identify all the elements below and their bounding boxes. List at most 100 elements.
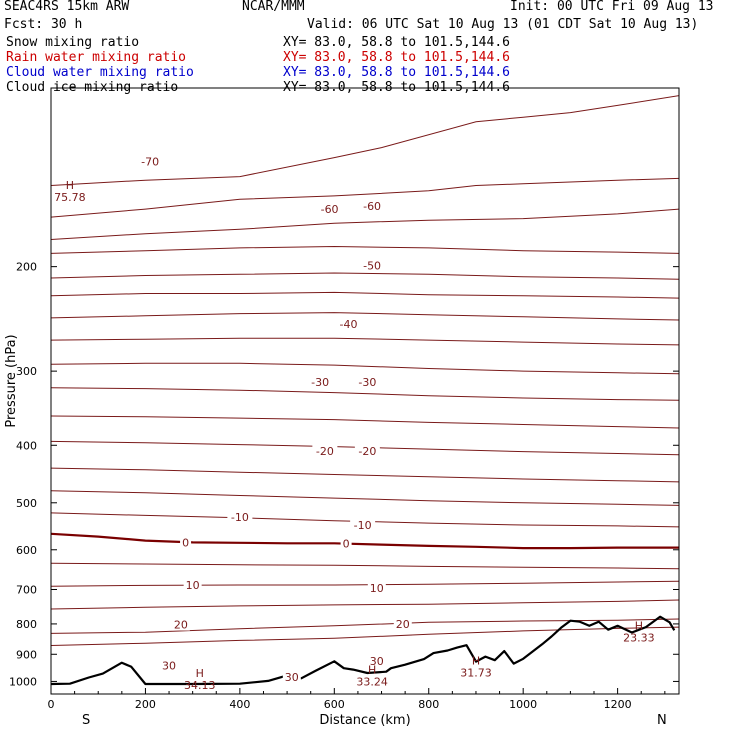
contour-label: 10 xyxy=(370,582,384,595)
contour-label-bg xyxy=(354,445,380,458)
contour-label: -10 xyxy=(231,511,249,524)
isotherm-line xyxy=(51,626,679,646)
contour-labels: -70 -60 -60 -50 -40 -30 -30 -20 -20 -10 -10 0 0 10 10 2… xyxy=(137,155,412,684)
contour-label-bg xyxy=(307,376,333,389)
field-range-cloud-water: XY= 83.0, 58.8 to 101.5,144.6 xyxy=(283,65,510,80)
zero-isotherm xyxy=(51,532,679,550)
high-value: 23.33 xyxy=(623,632,655,645)
north-end-label: N xyxy=(657,713,667,728)
south-end-label: S xyxy=(82,713,90,728)
contour-label: 30 xyxy=(162,659,176,672)
high-value: 75.78 xyxy=(54,191,86,204)
x-tick-label: 800 xyxy=(418,698,439,711)
isotherm-line xyxy=(51,467,679,483)
contour-label-bg xyxy=(183,579,202,592)
high-value: 31.73 xyxy=(460,667,492,680)
contour-label: -30 xyxy=(358,376,376,389)
high-marker: H xyxy=(368,663,376,676)
field-label-rain: Rain water mixing ratio xyxy=(6,50,187,65)
contour-label: -20 xyxy=(316,445,334,458)
contour-label-bg xyxy=(317,203,343,216)
isotherm-line xyxy=(51,490,679,506)
contour-label-bg xyxy=(359,259,385,272)
isotherm-line xyxy=(51,512,679,528)
contour-label: 0 xyxy=(343,538,350,551)
field-range-rain: XY= 83.0, 58.8 to 101.5,144.6 xyxy=(283,50,510,65)
isotherm-line xyxy=(51,177,679,218)
contour-label: -40 xyxy=(339,318,357,331)
x-tick-label: 1000 xyxy=(509,698,537,711)
isotherm-line xyxy=(51,580,679,587)
isotherm-line xyxy=(51,245,679,254)
x-tick-label: 200 xyxy=(135,698,156,711)
contour-label-bg xyxy=(340,537,352,550)
contour-label: -50 xyxy=(363,259,381,272)
contour-label: -70 xyxy=(141,155,159,168)
isotherm-line xyxy=(51,272,679,280)
contour-label-bg xyxy=(282,671,301,684)
contour-label: -60 xyxy=(321,203,339,216)
contour-label-bg xyxy=(171,618,190,631)
isotherm-line xyxy=(51,440,679,456)
isotherm-line xyxy=(51,291,679,299)
isotherm-line xyxy=(51,599,679,610)
model-name: SEAC4RS 15km ARW xyxy=(4,0,130,14)
x-tick-label: 400 xyxy=(229,698,250,711)
isotherm-line xyxy=(51,208,679,240)
isotherm-line xyxy=(51,387,679,401)
contour-label: -30 xyxy=(311,376,329,389)
contour-label-bg xyxy=(367,654,386,667)
field-label-snow: Snow mixing ratio xyxy=(6,35,140,50)
high-value: 33.24 xyxy=(356,675,388,688)
y-tick-label: 1000 xyxy=(9,675,37,688)
high-value: 34.13 xyxy=(184,679,216,692)
x-tick-label: 0 xyxy=(48,698,55,711)
isotherm-line xyxy=(51,95,679,186)
contour-label-bg xyxy=(350,518,376,531)
isotherm-line xyxy=(51,362,679,375)
contour-label-bg xyxy=(354,376,380,389)
contour-label-bg xyxy=(335,318,361,331)
organization: NCAR/MMM xyxy=(242,0,305,14)
contour-label: -10 xyxy=(354,519,372,532)
isotherm-line xyxy=(51,312,679,321)
y-tick-label: 400 xyxy=(16,439,37,452)
terrain-line xyxy=(51,615,676,686)
contour-label: 30 xyxy=(285,671,299,684)
isotherm-line xyxy=(51,618,679,634)
x-axis: 0 200 400 600 800 1000 1200 xyxy=(48,688,666,711)
temperature-contours xyxy=(51,95,679,646)
init-time: Init: 00 UTC Fri 09 Aug 13 xyxy=(510,0,714,14)
field-label-cloud-water: Cloud water mixing ratio xyxy=(6,65,194,80)
y-tick-label: 500 xyxy=(16,497,37,510)
valid-time: Valid: 06 UTC Sat 10 Aug 13 (01 CDT Sat … xyxy=(307,17,699,32)
contour-label: -60 xyxy=(363,200,381,213)
isotherm-line xyxy=(51,562,679,570)
contour-label: 20 xyxy=(174,619,188,632)
contour-label-bg xyxy=(359,199,385,212)
y-tick-label: 200 xyxy=(16,261,37,274)
isotherm-line xyxy=(51,337,679,346)
contour-label-bg xyxy=(367,582,386,595)
y-tick-label: 300 xyxy=(16,365,37,378)
plot-frame xyxy=(50,87,680,695)
contour-label-bg xyxy=(393,617,412,630)
high-marker: H xyxy=(635,620,643,633)
field-range-snow: XY= 83.0, 58.8 to 101.5,144.6 xyxy=(283,35,510,50)
terrain-profile xyxy=(51,615,676,686)
x-tick-label: 600 xyxy=(324,698,345,711)
contour-label: 20 xyxy=(396,618,410,631)
y-tick-label: 700 xyxy=(16,584,37,597)
contour-label: -20 xyxy=(358,445,376,458)
y-tick-label: 900 xyxy=(16,648,37,661)
contour-label-bg xyxy=(180,536,192,549)
x-axis-title: Distance (km) xyxy=(319,713,410,728)
y-tick-label: 600 xyxy=(16,544,37,557)
contour-label-bg xyxy=(227,510,253,523)
high-marker: H xyxy=(472,655,480,668)
forecast-hour: Fcst: 30 h xyxy=(4,17,83,32)
y-axis-title: Pressure (hPa) xyxy=(4,334,19,427)
